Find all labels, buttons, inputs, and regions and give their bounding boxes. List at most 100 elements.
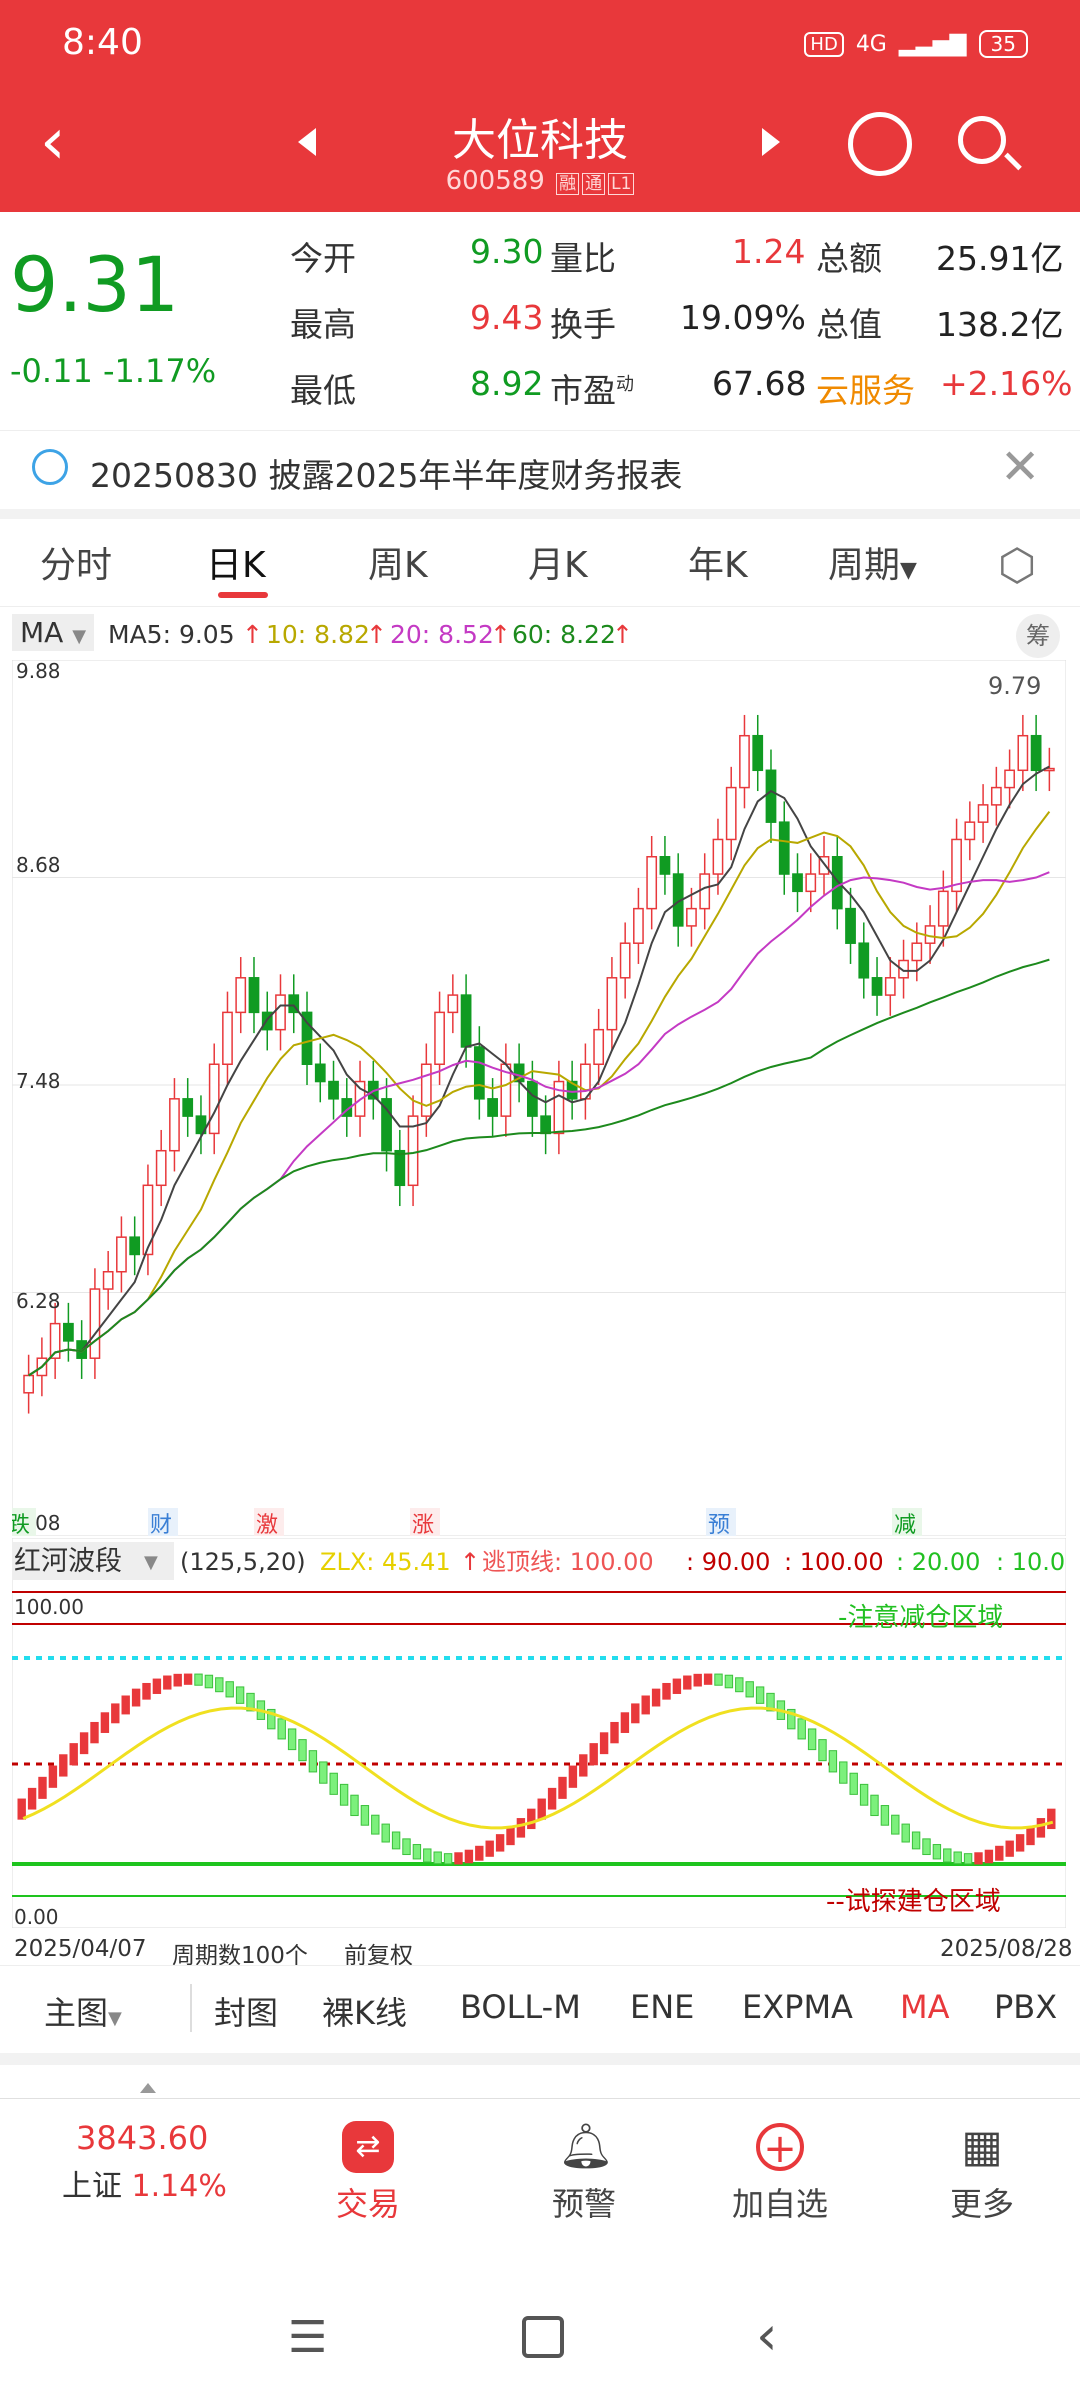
candle-body <box>911 942 923 962</box>
bottom-bar: 3843.60 上证 1.14% ⇄ 交易 🔔︎ 预警 + 加自选 ▦ 更多 <box>0 2083 1080 2239</box>
wave-bar <box>537 1798 546 1820</box>
add-watch-button[interactable]: + 加自选 <box>732 2121 828 2225</box>
wave-bar <box>246 1692 255 1712</box>
sector-label[interactable]: 云服务 <box>816 371 915 410</box>
candle-body <box>89 1288 101 1359</box>
expand-icon[interactable] <box>140 2083 156 2093</box>
indicator-axis-bottom: 0.00 <box>14 1905 59 1928</box>
candle-body <box>739 734 750 789</box>
tab-yearly-k[interactable]: 年K <box>688 545 748 586</box>
caret-down-icon: ▼ <box>72 626 87 647</box>
ind-tab-main[interactable]: 主图▼ <box>44 1988 122 2034</box>
next-stock-icon[interactable] <box>762 128 780 156</box>
chip-button[interactable]: 筹 <box>1016 614 1060 658</box>
index-value[interactable]: 3843.60 <box>76 2119 209 2157</box>
wave-bar <box>672 1678 682 1694</box>
announcement-bar[interactable]: 20250830 披露2025年半年度财务报表 ✕ <box>0 430 1080 519</box>
arrow-up-icon: ↑ <box>242 620 263 649</box>
candle-body <box>646 856 658 910</box>
event-ji[interactable]: 激 <box>256 1513 278 1536</box>
adjust-type[interactable]: 前复权 <box>344 1943 413 1969</box>
trade-button[interactable]: ⇄ 交易 <box>336 2121 400 2225</box>
event-die[interactable]: 跌 <box>12 1513 30 1536</box>
candle-body <box>76 1340 88 1359</box>
wave-bar <box>339 1783 349 1806</box>
stock-name: 大位科技 <box>452 115 628 166</box>
caret-down-icon: ▼ <box>108 2008 122 2029</box>
plus-circle-icon: + <box>756 2123 804 2171</box>
event-zhang[interactable]: 涨 <box>412 1513 434 1536</box>
event-jian[interactable]: 减 <box>894 1513 916 1536</box>
alert-label: 预警 <box>552 2185 617 2223</box>
tab-monthly-k[interactable]: 月K <box>528 545 588 586</box>
wave-bar <box>433 1851 442 1865</box>
back-nav-icon[interactable]: ‹ <box>756 2304 778 2367</box>
menu-icon[interactable]: ☰ <box>288 2312 328 2363</box>
high-label: 最高 <box>290 305 356 344</box>
mascot-icon[interactable] <box>848 112 912 176</box>
kline-chart[interactable]: 9.88 8.68 7.48 6.28 5.08 9.79 跌 财 激 涨 预 … <box>12 660 1066 1536</box>
trade-label: 交易 <box>336 2185 401 2223</box>
event-yu[interactable]: 预 <box>708 1513 730 1536</box>
indicator-name[interactable]: 红河波段 <box>14 1546 122 1577</box>
ind-tab-naked-k[interactable]: 裸K线 <box>322 1994 407 2032</box>
candle-body <box>898 959 909 979</box>
more-button[interactable]: ▦ 更多 <box>950 2121 1014 2225</box>
settings-hex-icon[interactable]: ⬡ <box>998 540 1037 591</box>
wave-bar <box>121 1695 130 1715</box>
pe-label-text: 市盈 <box>550 371 616 410</box>
candle-body <box>752 734 764 772</box>
ma-legend: MA ▼ MA5: 9.05 ↑ 10: 8.82 ↑ 20: 8.52 ↑ 6… <box>0 608 1080 658</box>
wave-bar <box>225 1681 234 1698</box>
indicator-chart[interactable]: 红河波段 ▼ (125,5,20) ZLX: 45.41 ↑ 逃顶线: 100.… <box>12 1538 1066 1928</box>
sector-value[interactable]: +2.16% <box>940 364 1073 403</box>
ind-tab-boll-m[interactable]: BOLL-M <box>460 1988 581 2026</box>
wave-bar <box>527 1808 536 1830</box>
ind-tab-ma[interactable]: MA <box>900 1988 950 2026</box>
tab-intraday[interactable]: 分时 <box>40 545 113 586</box>
open-label: 今开 <box>290 239 356 278</box>
pe-label: 市盈动 <box>550 364 634 412</box>
event-cai[interactable]: 财 <box>150 1513 172 1536</box>
candle-body <box>805 873 817 893</box>
back-icon[interactable]: ‹ <box>40 105 66 179</box>
wave-bar <box>1015 1834 1025 1852</box>
candle-body <box>434 1011 445 1065</box>
wave-bar <box>735 1677 744 1693</box>
candle-body <box>725 786 737 841</box>
wave-bar <box>194 1673 203 1686</box>
ind-tab-fengtu[interactable]: 封图 <box>214 1994 279 2032</box>
wave-bar <box>412 1844 422 1860</box>
close-icon[interactable]: ✕ <box>1000 439 1041 495</box>
prev-stock-icon[interactable] <box>298 128 316 156</box>
candle-body <box>248 977 260 1014</box>
tab-daily-k[interactable]: 日K <box>206 536 268 598</box>
tab-period[interactable]: 周期▼ <box>828 536 917 588</box>
trade-icon: ⇄ <box>342 2121 394 2173</box>
wave-bar <box>755 1686 765 1704</box>
wave-bar <box>319 1761 328 1784</box>
ind-tab-expma[interactable]: EXPMA <box>742 1988 853 2026</box>
ind-tab-pbx[interactable]: PBX <box>994 1988 1058 2026</box>
index-name[interactable]: 上证 1.14% <box>62 2161 227 2205</box>
candle-body <box>593 1028 605 1065</box>
axis-label-3: 7.48 <box>16 1069 61 1093</box>
bell-icon: 🔔︎ <box>558 2121 614 2172</box>
wave-bar <box>1026 1826 1035 1846</box>
arrow-up-icon: ↑ <box>366 620 387 649</box>
wave-bar <box>745 1681 754 1698</box>
alert-button[interactable]: 🔔︎ 预警 <box>552 2121 616 2225</box>
indicator-params: (125,5,20) <box>180 1548 306 1576</box>
end-date: 2025/08/28 <box>940 1936 1073 1962</box>
search-icon[interactable] <box>958 116 1006 164</box>
announcement-text[interactable]: 20250830 披露2025年半年度财务报表 <box>90 456 683 495</box>
tab-weekly-k[interactable]: 周K <box>368 545 428 586</box>
ind-tab-ene[interactable]: ENE <box>630 1988 695 2026</box>
ma-selector[interactable]: MA ▼ <box>12 614 95 651</box>
wave-bar <box>48 1765 58 1788</box>
home-icon[interactable] <box>522 2316 564 2358</box>
add-watch-label: 加自选 <box>732 2185 829 2223</box>
candle-body <box>937 890 949 927</box>
wave-bar <box>579 1754 588 1777</box>
candle-body <box>990 786 1002 806</box>
